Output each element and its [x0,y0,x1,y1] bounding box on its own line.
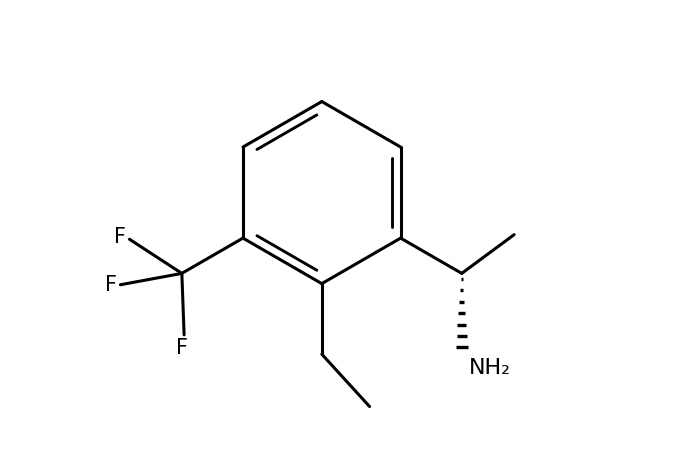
Text: NH₂: NH₂ [469,358,511,377]
Text: F: F [176,338,188,359]
Text: F: F [114,227,126,247]
Text: F: F [105,275,117,295]
